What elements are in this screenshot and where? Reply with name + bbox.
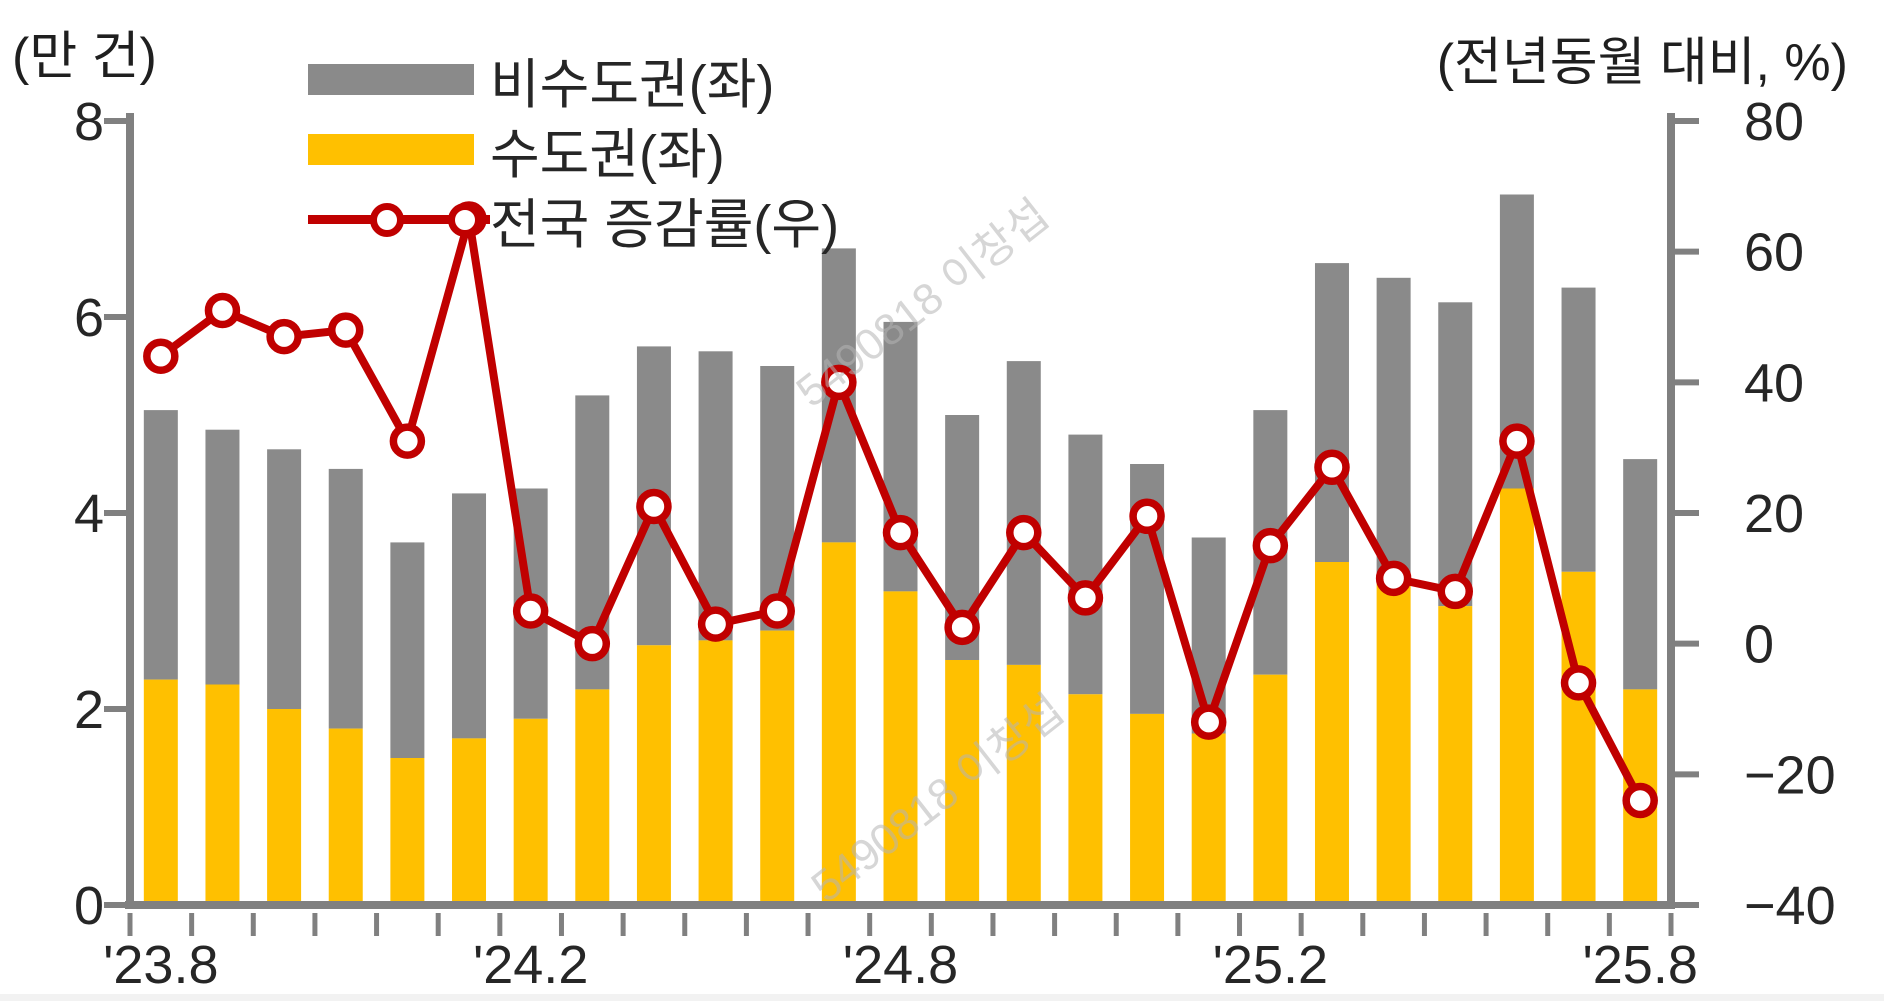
- bar-segment-metro-'24.4: [636, 645, 671, 905]
- right-axis-tick-label: −40: [1744, 876, 1836, 936]
- bar-segment-metro-'25.1: [1191, 733, 1226, 905]
- right-axis-tick-label: 0: [1744, 615, 1774, 675]
- legend: 비수도권(좌) 수도권(좌) 전국 증감률(우): [308, 44, 839, 255]
- bar-segment-metro-'24.6: [760, 630, 795, 905]
- bar-segment-metro-'25.3: [1314, 562, 1349, 905]
- bar-segment-metro-'25.2: [1253, 674, 1288, 905]
- line-swatch-marker-1: [370, 203, 404, 237]
- bar-segment-nonmetro-'24.10: [1006, 361, 1041, 665]
- bar-segment-nonmetro-'24.6: [760, 366, 795, 631]
- line-marker-'25.5: [1437, 573, 1474, 610]
- line-marker-swatch-icon: [308, 199, 490, 239]
- bar-segment-nonmetro-'24.5: [698, 351, 733, 641]
- line-marker-'24.7: [821, 364, 857, 401]
- bar-segment-nonmetro-'24.11: [1068, 434, 1103, 695]
- bar-segment-metro-'24.9: [945, 660, 980, 905]
- x-axis-label: '25.2: [1213, 935, 1328, 995]
- bottom-edge-strip: [0, 994, 1884, 1001]
- line-marker-'24.3: [574, 625, 611, 662]
- line-marker-'24.4: [636, 488, 672, 525]
- right-axis-tick-label: 60: [1744, 223, 1804, 283]
- line-marker-'23.12: [389, 423, 426, 459]
- left-axis-tick-label: 6: [74, 288, 104, 348]
- bar-segment-metro-'24.2: [513, 718, 548, 905]
- bar-segment-nonmetro-'23.12: [390, 542, 425, 758]
- right-axis-tick-label: 20: [1744, 484, 1804, 544]
- legend-item-national-change: 전국 증감률(우): [308, 184, 839, 255]
- right-axis-title: (전년동월 대비, %): [1436, 34, 1848, 92]
- bar-segment-nonmetro-'25.8: [1623, 459, 1658, 690]
- x-axis-label: '24.8: [843, 935, 958, 995]
- bar-segment-metro-'23.10: [267, 709, 302, 905]
- metro-bar-swatch-icon: [308, 133, 474, 165]
- line-marker-'25.3: [1314, 449, 1350, 486]
- left-axis-title: (만 건): [12, 28, 157, 86]
- line-marker-'23.10: [266, 318, 302, 355]
- line-marker-'24.9: [944, 609, 980, 646]
- line-marker-'23.9: [204, 292, 241, 329]
- bar-segment-metro-'25.4: [1376, 576, 1411, 905]
- line-marker-'23.11: [327, 312, 364, 348]
- bar-segment-metro-'24.11: [1068, 694, 1103, 905]
- bar-segment-metro-'24.1: [452, 738, 487, 905]
- bar-segment-nonmetro-'24.1: [452, 493, 487, 739]
- bar-segment-metro-'25.5: [1438, 606, 1473, 905]
- bar-segment-nonmetro-'25.7: [1561, 287, 1596, 572]
- line-marker-'24.6: [759, 593, 795, 629]
- line-marker-'24.11: [1067, 580, 1104, 616]
- right-axis-tick-label: 80: [1744, 92, 1804, 152]
- nonmetro-bar-swatch-icon: [308, 63, 474, 95]
- bar-segment-metro-'23.11: [328, 728, 363, 905]
- bar-segment-metro-'25.6: [1499, 488, 1534, 905]
- line-marker-'24.2: [512, 593, 549, 629]
- left-axis-tick-label: 0: [74, 876, 104, 936]
- left-axis-tick-label: 8: [74, 92, 104, 152]
- x-axis-label: '25.8: [1582, 935, 1697, 995]
- right-axis-tick-label: −20: [1744, 745, 1836, 805]
- line-marker-'25.4: [1375, 560, 1412, 597]
- bar-segment-metro-'24.12: [1130, 713, 1165, 905]
- line-marker-'25.7: [1560, 665, 1597, 701]
- line-marker-'24.5: [697, 606, 734, 642]
- line-marker-'25.2: [1252, 527, 1289, 564]
- bar-segment-metro-'23.8: [143, 679, 178, 905]
- bar-segment-nonmetro-'25.1: [1191, 537, 1226, 734]
- left-axis-tick-label: 2: [74, 680, 104, 740]
- line-marker-'24.8: [882, 514, 919, 551]
- bar-segment-metro-'24.8: [883, 591, 918, 905]
- line-marker-'25.1: [1190, 704, 1227, 740]
- legend-label-national-change: 전국 증감률(우): [490, 194, 840, 255]
- line-marker-'24.12: [1129, 498, 1165, 535]
- bar-segment-metro-'24.10: [1006, 664, 1041, 905]
- x-axis-label: '24.2: [473, 935, 588, 995]
- legend-item-metro: 수도권(좌): [308, 114, 839, 185]
- bar-segment-metro-'24.3: [575, 689, 610, 905]
- bar-segment-metro-'23.12: [390, 758, 425, 905]
- bar-segment-nonmetro-'23.11: [328, 468, 363, 729]
- bar-segment-nonmetro-'25.4: [1376, 277, 1411, 577]
- bar-segment-nonmetro-'23.8: [143, 410, 178, 680]
- legend-label-metro: 수도권(좌): [490, 124, 725, 185]
- x-axis-label: '23.8: [103, 935, 218, 995]
- bar-segment-nonmetro-'23.9: [205, 429, 240, 685]
- line-marker-'25.6: [1499, 423, 1535, 459]
- legend-label-nonmetro: 비수도권(좌): [490, 54, 775, 115]
- bar-segment-nonmetro-'23.10: [267, 449, 302, 709]
- bar-segment-nonmetro-'25.3: [1314, 263, 1349, 562]
- legend-item-nonmetro: 비수도권(좌): [308, 44, 839, 115]
- right-axis-tick-label: 40: [1744, 353, 1804, 413]
- bar-segment-metro-'24.7: [821, 542, 856, 905]
- line-swatch-marker-2: [448, 203, 482, 237]
- line-marker-'24.10: [1006, 514, 1042, 551]
- bar-segment-metro-'23.9: [205, 684, 240, 905]
- bar-segment-metro-'24.5: [698, 640, 733, 905]
- line-marker-'23.8: [143, 338, 179, 374]
- line-marker-'25.8: [1622, 782, 1658, 819]
- left-axis-tick-label: 4: [74, 484, 104, 544]
